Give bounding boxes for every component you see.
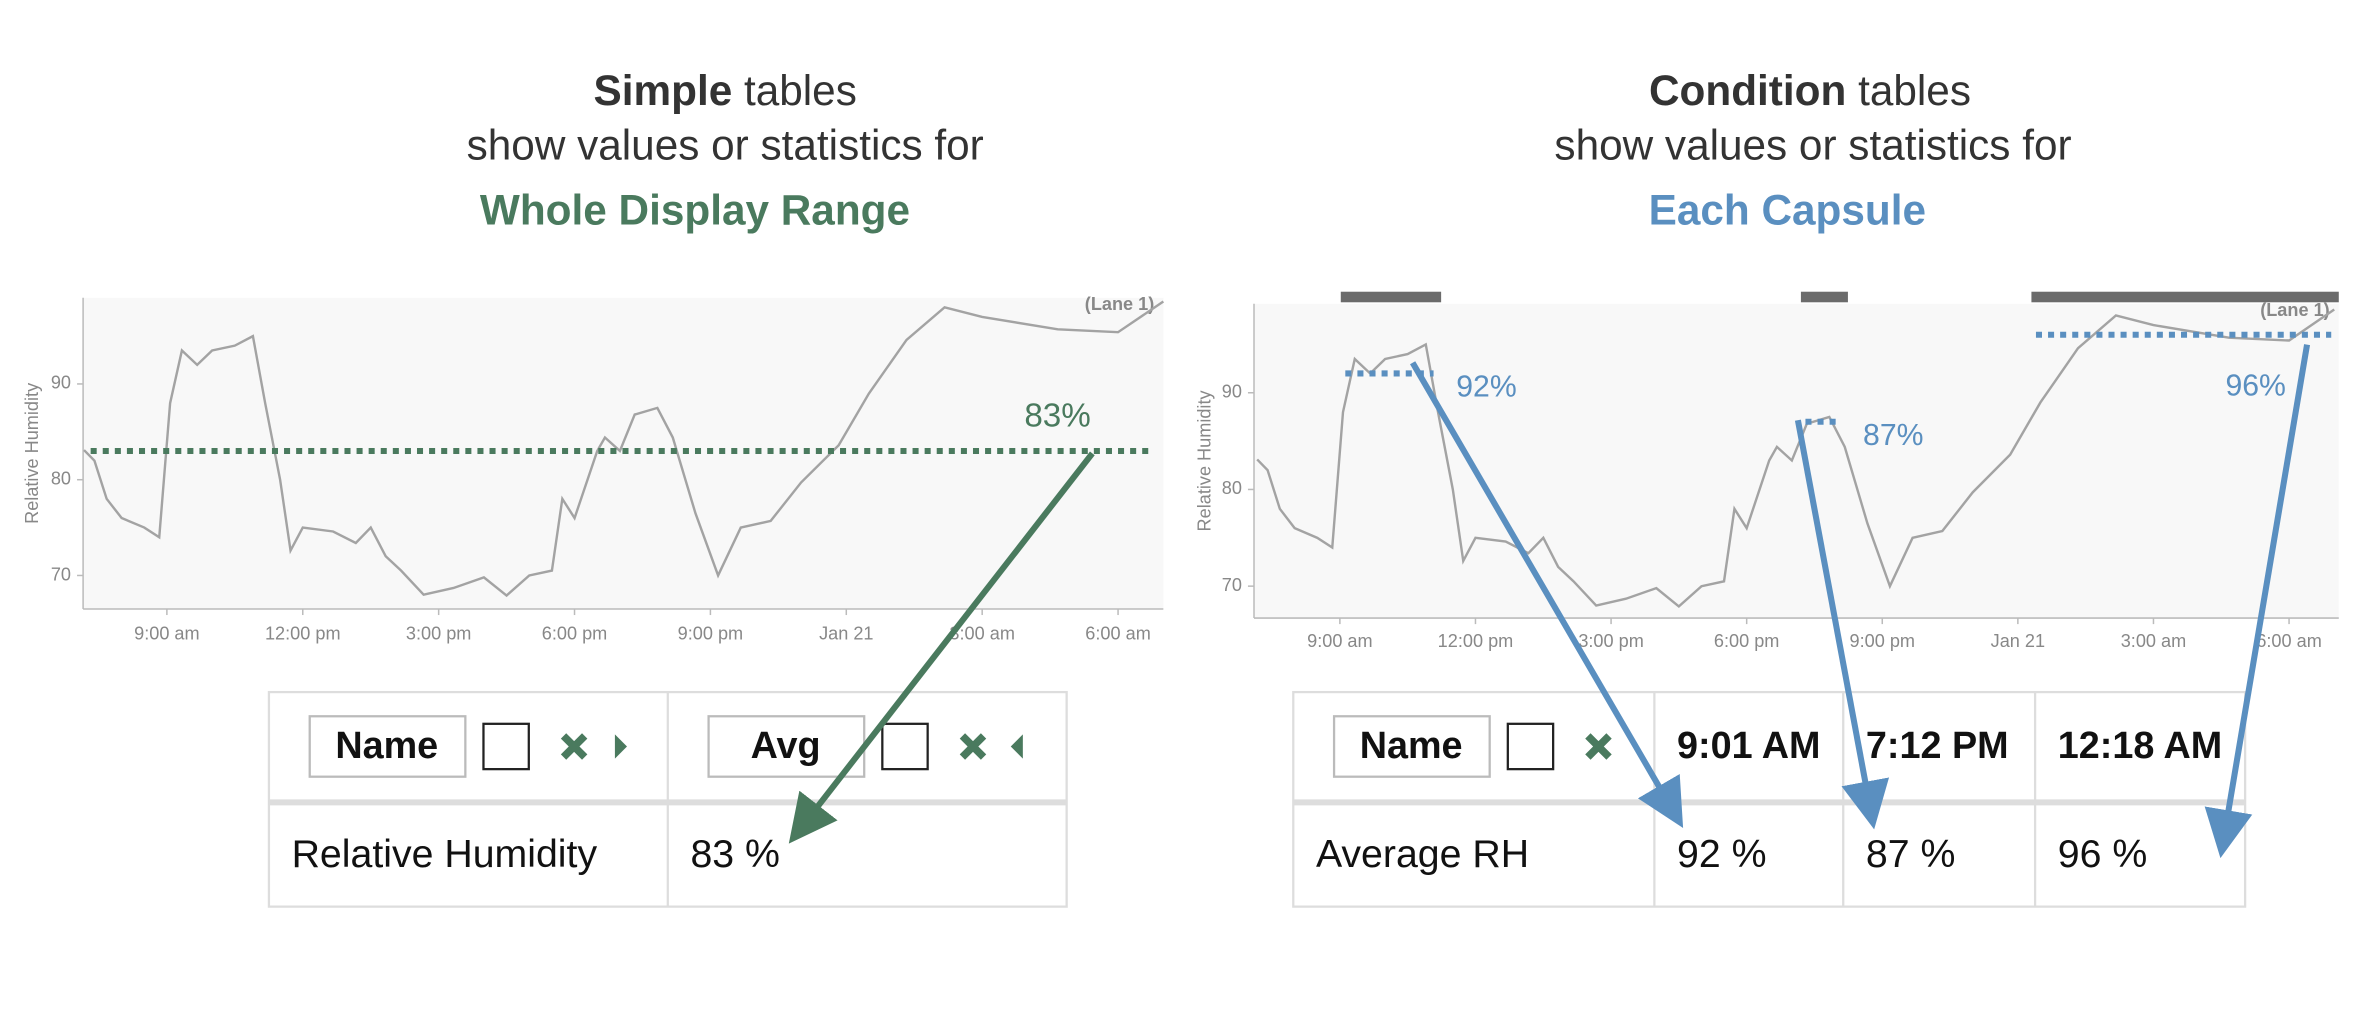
lane-label: (Lane 1) bbox=[1085, 294, 1155, 314]
capsule-average-label: 92% bbox=[1456, 371, 1516, 404]
capsule-bar bbox=[1340, 291, 1442, 303]
y-tick-label: 80 bbox=[51, 469, 71, 489]
content: 70 80 90 9:00 am 12:00 pm 3:00 pm 6:00 pm 9:00 … bbox=[22, 291, 2339, 908]
x-tick-label: 9:00 pm bbox=[678, 623, 744, 643]
trace-line bbox=[83, 300, 1165, 598]
table-cell: Average RH bbox=[1316, 832, 1529, 876]
x-tick-label: 6:00 pm bbox=[542, 623, 608, 643]
table-cell: 87 % bbox=[1866, 832, 1956, 876]
x-tick-label: 9:00 am bbox=[134, 623, 199, 643]
x-tick-label: 12:00 pm bbox=[265, 623, 341, 643]
column-header: 9:01 AM bbox=[1677, 725, 1820, 767]
heading-scope: Each Capsule bbox=[1649, 186, 1926, 233]
heading-scope: Whole Display Range bbox=[480, 186, 910, 233]
y-tick-label: 80 bbox=[1222, 478, 1242, 498]
heading-bold: Condition bbox=[1649, 67, 1846, 114]
y-tick-label: 70 bbox=[51, 564, 71, 584]
table-cell: 92 % bbox=[1677, 832, 1767, 876]
lane-label: (Lane 1) bbox=[2260, 300, 2330, 320]
arrow bbox=[1794, 419, 1890, 830]
x-tick-label: 3:00 pm bbox=[1578, 631, 1644, 651]
column-header: Name bbox=[335, 725, 438, 767]
column-header: 12:18 AM bbox=[2058, 725, 2222, 767]
heading: Simple tables bbox=[594, 67, 857, 114]
column-name-box bbox=[1332, 715, 1491, 778]
capsule-bar bbox=[2031, 291, 2339, 303]
column-name-box bbox=[707, 715, 866, 778]
arrows bbox=[788, 344, 2311, 859]
heading-bold: Simple bbox=[594, 67, 733, 114]
x-tick-label: 3:00 pm bbox=[406, 623, 472, 643]
column-header: Name bbox=[1360, 725, 1463, 767]
arrow bbox=[1410, 361, 1684, 828]
x-tick-label: 6:00 am bbox=[2256, 631, 2322, 651]
x-tick-label: Jan 21 bbox=[819, 623, 873, 643]
x-tick-label: 6:00 am bbox=[1085, 623, 1151, 643]
checkbox bbox=[1506, 722, 1555, 771]
plot-area bbox=[1253, 303, 2339, 619]
arrow bbox=[2204, 344, 2311, 859]
capsule-bar bbox=[1800, 291, 1848, 303]
trace-line bbox=[1256, 308, 2335, 609]
x-tick-label: 12:00 pm bbox=[1438, 631, 1514, 651]
remove-icon bbox=[959, 733, 987, 760]
heading-rest: tables bbox=[744, 67, 857, 114]
x-tick-label: 3:00 am bbox=[949, 623, 1015, 643]
capsule-average-label: 96% bbox=[2225, 370, 2285, 403]
checkbox bbox=[881, 722, 929, 771]
y-tick-label: 70 bbox=[1222, 575, 1242, 595]
arrow bbox=[788, 451, 1095, 844]
heading: Condition tables bbox=[1649, 67, 1971, 114]
y-tick-label: 90 bbox=[1222, 382, 1242, 402]
column-header: 7:12 PM bbox=[1866, 725, 2009, 767]
y-axis-label: Relative Humidity bbox=[1194, 389, 1214, 531]
x-tick-label: 9:00 am bbox=[1307, 631, 1373, 651]
column-name-box bbox=[308, 715, 467, 778]
x-tick-label: Jan 21 bbox=[1991, 631, 2045, 651]
column-header: Avg bbox=[751, 725, 821, 767]
capsule-average-label: 87% bbox=[1863, 419, 1923, 452]
sort-icon bbox=[1010, 734, 1023, 759]
checkbox bbox=[482, 722, 530, 771]
table-cell: 83 % bbox=[690, 832, 780, 876]
table-cell: Relative Humidity bbox=[292, 832, 598, 876]
x-tick-label: 9:00 pm bbox=[1850, 631, 1915, 651]
x-tick-label: 6:00 pm bbox=[1714, 631, 1780, 651]
y-tick-label: 90 bbox=[51, 373, 71, 393]
x-tick-label: 3:00 am bbox=[2121, 631, 2187, 651]
average-label: 83% bbox=[1024, 398, 1091, 435]
table-cell: 96 % bbox=[2058, 832, 2148, 876]
sort-icon bbox=[614, 734, 627, 759]
y-axis-label: Relative Humidity bbox=[22, 382, 42, 524]
heading-rest: tables bbox=[1858, 67, 1971, 114]
remove-icon bbox=[1585, 733, 1612, 760]
heading-line: show values or statistics for bbox=[1554, 121, 2071, 168]
remove-icon bbox=[560, 733, 588, 760]
heading-line: show values or statistics for bbox=[467, 121, 984, 168]
